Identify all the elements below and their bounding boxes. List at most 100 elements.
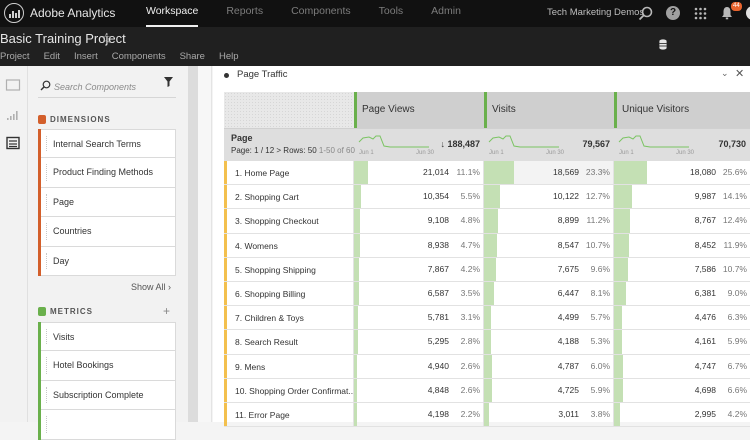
- apps-grid-icon[interactable]: [691, 4, 709, 22]
- menu-share[interactable]: Share: [179, 51, 205, 62]
- user-avatar[interactable]: [746, 6, 750, 20]
- row-label[interactable]: 8. Search Result: [224, 330, 354, 354]
- row-label[interactable]: 10. Shopping Order Confirmat...: [224, 378, 354, 402]
- cell-page-views[interactable]: 8,938 4.7%: [354, 233, 484, 257]
- favorite-star-icon[interactable]: ☆: [100, 30, 113, 46]
- cell-unique-visitors[interactable]: 8,452 11.9%: [614, 233, 750, 257]
- menu-insert[interactable]: Insert: [73, 51, 98, 62]
- cell-visits[interactable]: 6,447 8.1%: [484, 281, 614, 306]
- nav-workspace[interactable]: Workspace: [146, 0, 199, 27]
- column-header-visits[interactable]: Visits: [484, 92, 614, 128]
- table-row[interactable]: 10. Shopping Order Confirmat... 4,848 2.6…: [224, 378, 750, 403]
- cell-unique-visitors[interactable]: 7,586 10.7%: [614, 257, 750, 281]
- metric-item[interactable]: Subscription Complete: [38, 379, 176, 411]
- cell-page-views[interactable]: 4,198 2.2%: [354, 402, 484, 427]
- row-label[interactable]: 9. Mens: [224, 354, 354, 378]
- dimension-item[interactable]: Internal Search Terms: [38, 129, 176, 159]
- table-row[interactable]: 11. Error Page 4,198 2.2% 3,011 3.8% 2,995…: [224, 402, 750, 428]
- cell-page-views[interactable]: 10,354 5.5%: [354, 185, 484, 209]
- add-metric-icon[interactable]: +: [163, 304, 171, 318]
- nav-reports[interactable]: Reports: [226, 5, 264, 17]
- components-icon[interactable]: [5, 136, 21, 150]
- total-page-views[interactable]: ↓ 188,487: [440, 139, 480, 149]
- cell-visits[interactable]: 3,011 3.8%: [484, 402, 614, 427]
- search-components-input[interactable]: [54, 79, 154, 95]
- table-row[interactable]: 8. Search Result 5,295 2.8% 4,188 5.3% 4,1…: [224, 330, 750, 355]
- row-label[interactable]: 3. Shopping Checkout: [224, 209, 354, 233]
- cell-page-views[interactable]: 4,848 2.6%: [354, 378, 484, 402]
- cell-page-views[interactable]: 9,108 4.8%: [354, 209, 484, 233]
- data-source-icon[interactable]: [659, 39, 667, 50]
- cell-page-views[interactable]: 4,940 2.6%: [354, 354, 484, 378]
- panels-icon[interactable]: [5, 78, 21, 92]
- row-label[interactable]: 5. Shopping Shipping: [224, 257, 354, 281]
- nav-components[interactable]: Components: [291, 5, 351, 17]
- next-page-icon[interactable]: >: [276, 146, 282, 155]
- dimension-item[interactable]: Countries: [38, 216, 176, 247]
- panel-scrollbar[interactable]: [188, 66, 198, 422]
- rows-per-page-select[interactable]: 50: [307, 146, 317, 155]
- cell-unique-visitors[interactable]: 18,080 25.6%: [614, 161, 750, 185]
- cell-visits[interactable]: 7,675 9.6%: [484, 257, 614, 281]
- table-row[interactable]: 1. Home Page 21,014 11.1% 18,569 23.3% 18,…: [224, 161, 750, 186]
- adobe-analytics-logo-icon[interactable]: [4, 3, 24, 23]
- dimension-item[interactable]: Page: [38, 186, 176, 218]
- column-header-unique-visitors[interactable]: Unique Visitors: [614, 92, 750, 128]
- help-icon[interactable]: ?: [664, 4, 682, 22]
- menu-components[interactable]: Components: [111, 51, 166, 62]
- row-label[interactable]: 6. Shopping Billing: [224, 281, 354, 306]
- cell-page-views[interactable]: 7,867 4.2%: [354, 257, 484, 281]
- dimension-item[interactable]: Product Finding Methods: [38, 157, 176, 189]
- menu-project[interactable]: Project: [0, 51, 30, 62]
- cell-unique-visitors[interactable]: 9,987 14.1%: [614, 185, 750, 209]
- metric-item[interactable]: Visits: [38, 322, 176, 352]
- row-label[interactable]: 2. Shopping Cart: [224, 185, 354, 209]
- show-all-dimensions-link[interactable]: Show All ›: [131, 282, 172, 292]
- table-row[interactable]: 4. Womens 8,938 4.7% 8,547 10.7% 8,452 11.9…: [224, 233, 750, 258]
- menu-edit[interactable]: Edit: [43, 51, 60, 62]
- org-switcher[interactable]: Tech Marketing Demos: [547, 7, 645, 18]
- cell-unique-visitors[interactable]: 2,995 4.2%: [614, 402, 750, 427]
- menu-help[interactable]: Help: [218, 51, 239, 62]
- cell-page-views[interactable]: 5,295 2.8%: [354, 330, 484, 354]
- table-row[interactable]: 5. Shopping Shipping 7,867 4.2% 7,675 9.6%…: [224, 257, 750, 282]
- project-title[interactable]: Basic Training Project: [0, 31, 126, 46]
- cell-unique-visitors[interactable]: 4,747 6.7%: [614, 354, 750, 378]
- cell-unique-visitors[interactable]: 8,767 12.4%: [614, 209, 750, 233]
- cell-unique-visitors[interactable]: 4,161 5.9%: [614, 330, 750, 354]
- cell-visits[interactable]: 10,122 12.7%: [484, 185, 614, 209]
- table-row[interactable]: 7. Children & Toys 5,781 3.1% 4,499 5.7% 4…: [224, 306, 750, 331]
- collapse-chevron-icon[interactable]: ⌄: [721, 68, 729, 78]
- cell-visits[interactable]: 18,569 23.3%: [484, 161, 614, 185]
- table-row[interactable]: 2. Shopping Cart 10,354 5.5% 10,122 12.7% …: [224, 185, 750, 210]
- nav-tools[interactable]: Tools: [378, 5, 404, 17]
- table-row[interactable]: 9. Mens 4,940 2.6% 4,787 6.0% 4,747 6.7%: [224, 354, 750, 379]
- nav-admin[interactable]: Admin: [431, 5, 461, 17]
- cell-page-views[interactable]: 21,014 11.1%: [354, 161, 484, 185]
- cell-visits[interactable]: 8,899 11.2%: [484, 209, 614, 233]
- cell-visits[interactable]: 4,188 5.3%: [484, 330, 614, 354]
- column-header-page-views[interactable]: Page Views: [354, 92, 484, 128]
- panel-title[interactable]: Page Traffic: [237, 69, 288, 80]
- row-label[interactable]: 7. Children & Toys: [224, 306, 354, 330]
- cell-page-views[interactable]: 6,587 3.5%: [354, 281, 484, 306]
- search-icon[interactable]: [636, 4, 654, 22]
- filter-icon[interactable]: [164, 77, 173, 87]
- cell-unique-visitors[interactable]: 4,698 6.6%: [614, 378, 750, 402]
- metric-item[interactable]: [38, 409, 176, 440]
- cell-unique-visitors[interactable]: 4,476 6.3%: [614, 306, 750, 330]
- dimension-item[interactable]: Day: [38, 245, 176, 277]
- dimension-drop-zone[interactable]: [224, 92, 354, 128]
- close-icon[interactable]: ✕: [735, 68, 745, 80]
- cell-page-views[interactable]: 5,781 3.1%: [354, 306, 484, 330]
- table-row[interactable]: 6. Shopping Billing 6,587 3.5% 6,447 8.1% …: [224, 281, 750, 307]
- cell-unique-visitors[interactable]: 6,381 9.0%: [614, 281, 750, 306]
- row-label[interactable]: 11. Error Page: [224, 402, 354, 427]
- metric-item[interactable]: Hotel Bookings: [38, 350, 176, 382]
- cell-visits[interactable]: 4,787 6.0%: [484, 354, 614, 378]
- table-row[interactable]: 3. Shopping Checkout 9,108 4.8% 8,899 11.2…: [224, 209, 750, 234]
- cell-visits[interactable]: 4,725 5.9%: [484, 378, 614, 402]
- notifications-bell-icon[interactable]: [718, 4, 736, 22]
- cell-visits[interactable]: 4,499 5.7%: [484, 306, 614, 330]
- visualizations-icon[interactable]: [5, 108, 21, 122]
